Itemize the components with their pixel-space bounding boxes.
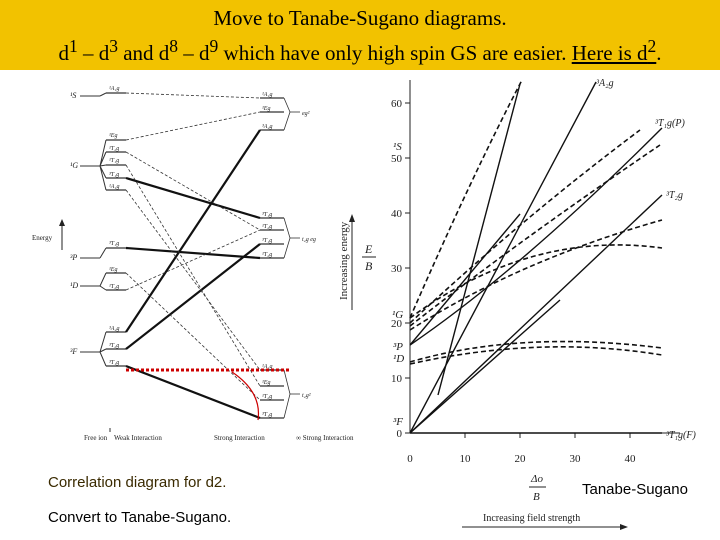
x-tick-30: 30 [570, 453, 582, 465]
increasing-field-strength-label: Increasing field strength [483, 513, 580, 524]
ts-term-1S: ¹S [393, 141, 402, 153]
ts-term-1D: ¹D [393, 353, 404, 365]
ts-term-3T1g-P: ³T₁g(P) [655, 118, 685, 129]
y-tick-40: 40 [391, 208, 403, 220]
delta-over-b-num: Δo [530, 473, 543, 485]
svg-text:³T₁g: ³T₁g [109, 360, 119, 366]
free-ion-term-1G: ¹G [70, 161, 78, 170]
svg-text:³A₂g: ³A₂g [262, 124, 273, 130]
svg-text:¹Eg: ¹Eg [109, 267, 117, 273]
ratio-E: E [364, 242, 373, 256]
ts-term-1G: ¹G [392, 309, 403, 321]
ratio-B: B [365, 259, 373, 273]
free-ion-term-3F: ³F [70, 347, 77, 356]
svg-text:¹A₁g: ¹A₁g [262, 364, 273, 370]
convert-caption: Convert to Tanabe-Sugano. [48, 509, 232, 526]
ts-term-3F: ³F [393, 416, 403, 428]
svg-text:³T₁g: ³T₁g [262, 212, 272, 218]
svg-text:³T₂g: ³T₂g [109, 343, 119, 349]
increasing-energy-label: Increasing energy [338, 221, 350, 300]
x-tick-20: 20 [515, 453, 527, 465]
free-ion-term-1S: ¹S [70, 91, 76, 100]
svg-text:¹A₁g: ¹A₁g [109, 184, 120, 190]
svg-text:t₂g eg: t₂g eg [302, 237, 316, 243]
free-ion-term-1D: ¹D [70, 281, 78, 290]
infinite-strong-axis-label: ∞ Strong Interaction [296, 434, 354, 442]
ts-term-3P: ³P [393, 341, 403, 353]
svg-text:³T₁g: ³T₁g [109, 172, 119, 178]
free-ion-term-3P: ³P [70, 253, 77, 262]
svg-text:¹T₂g: ¹T₂g [109, 146, 119, 152]
title-bar [0, 0, 720, 70]
energy-axis-label: Energy [32, 234, 53, 242]
svg-text:³A₂g: ³A₂g [109, 326, 120, 332]
x-tick-10: 10 [460, 453, 472, 465]
strong-interaction-axis-label: Strong Interaction [214, 434, 265, 442]
svg-text:¹Eg: ¹Eg [262, 380, 270, 386]
ts-term-3A2g: ³A₂g [596, 78, 614, 89]
correlation-diagram: Energy ¹S ¹G ³P ¹D ³F [32, 86, 354, 442]
tanabe-sugano-diagram: 0 10 20 30 40 50 60 0 10 20 30 40 Increa… [338, 78, 696, 530]
x-tick-40: 40 [625, 453, 637, 465]
weak-interaction-axis-label: Weak Interaction [114, 434, 162, 442]
svg-text:¹T₂g: ¹T₂g [109, 284, 119, 290]
svg-text:t₂g²: t₂g² [302, 393, 311, 399]
y-tick-60: 60 [391, 98, 403, 110]
free-ion-axis-label: Free ion [84, 434, 108, 442]
slide-title-line-2: d1 – d3 and d8 – d9 which have only high… [58, 36, 662, 65]
slide-title-line-1: Move to Tanabe-Sugano diagrams. [213, 6, 507, 30]
ts-term-3T2g: ³T₂g [666, 190, 683, 201]
svg-text:¹T₂g: ¹T₂g [262, 224, 272, 230]
svg-text:¹T₂g: ¹T₂g [262, 394, 272, 400]
y-tick-0: 0 [397, 428, 403, 440]
svg-text:³T₁g: ³T₁g [109, 241, 119, 247]
svg-text:¹Eg: ¹Eg [109, 133, 117, 139]
svg-text:¹A₁g: ¹A₁g [262, 92, 273, 98]
y-tick-50: 50 [391, 153, 403, 165]
svg-text:³T₁g: ³T₁g [262, 238, 272, 244]
y-tick-30: 30 [391, 263, 403, 275]
svg-text:¹Eg: ¹Eg [262, 106, 270, 112]
x-tick-0: 0 [407, 453, 413, 465]
ts-term-3T1g-F: ³T₁g(F) [666, 430, 696, 441]
y-tick-20: 20 [391, 318, 403, 330]
correlation-caption: Correlation diagram for d2. [48, 474, 227, 491]
svg-text:³T₁g: ³T₁g [262, 412, 272, 418]
tanabe-sugano-caption: Tanabe-Sugano [582, 481, 688, 498]
highlight-curve [231, 371, 260, 421]
svg-text:¹T₁g: ¹T₁g [109, 158, 119, 164]
svg-text:¹T₂g: ¹T₂g [262, 252, 272, 258]
svg-text:¹A₁g: ¹A₁g [109, 86, 120, 92]
svg-text:eg²: eg² [302, 111, 310, 117]
delta-over-b-den: B [533, 491, 540, 503]
y-tick-10: 10 [391, 373, 403, 385]
